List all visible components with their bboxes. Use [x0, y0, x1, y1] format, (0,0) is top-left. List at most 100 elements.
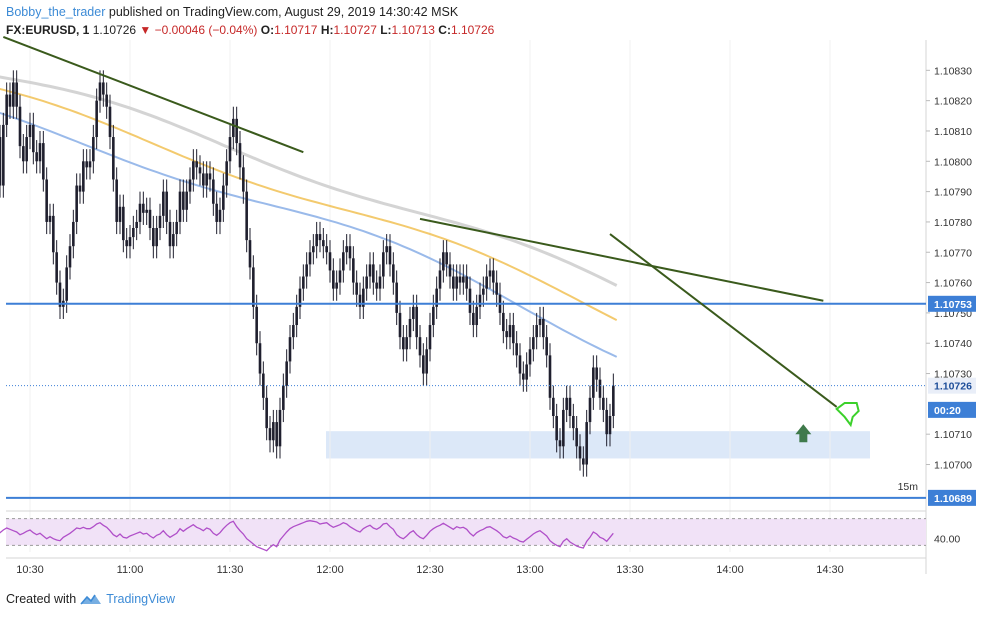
candle-body	[492, 270, 495, 283]
y-tick-label: 1.10730	[934, 369, 972, 381]
y-tick-label: 1.10790	[934, 187, 972, 199]
candle-body	[302, 276, 305, 289]
tradingview-link[interactable]: TradingView	[106, 592, 175, 606]
symbol-legend: FX:EURUSD, 1 1.10726 ▼ −0.00046 (−0.04%)…	[6, 22, 494, 38]
candle-body	[182, 191, 185, 210]
candle-body	[548, 355, 552, 398]
price-tag-label: 1.10689	[934, 493, 972, 505]
candle-body	[245, 191, 248, 241]
up-arrow-icon	[795, 424, 812, 443]
candle-body	[12, 82, 15, 107]
candle-body	[132, 228, 135, 238]
candle-body	[115, 179, 118, 222]
candle-body	[222, 185, 225, 210]
candle-body	[372, 264, 375, 283]
candle-body	[552, 397, 555, 416]
candle-body	[362, 288, 365, 307]
candle-body	[22, 146, 25, 162]
candle-body	[42, 143, 45, 180]
candle-body	[58, 282, 62, 307]
candle-body	[38, 143, 42, 162]
candle-body	[45, 179, 48, 222]
candle-body	[235, 118, 238, 144]
candle-body	[408, 318, 412, 338]
price-tag	[928, 295, 976, 312]
high-value: 1.10727	[333, 23, 377, 37]
created-with-text: Created with	[6, 592, 77, 606]
candle-body	[382, 252, 385, 277]
x-tick-label: 10:30	[16, 564, 44, 576]
candle-body	[485, 276, 488, 289]
candle-body	[562, 409, 565, 447]
y-tick-label: 1.10820	[934, 96, 972, 108]
publish-info: published on TradingView.com, August 29,…	[105, 5, 459, 19]
candle-body	[52, 215, 55, 253]
y-tick-label: 1.10810	[934, 126, 972, 138]
candle-body	[342, 252, 345, 271]
candle-body	[308, 252, 312, 265]
candle-body	[68, 246, 72, 268]
symbol-name[interactable]: FX:EURUSD, 1	[6, 23, 90, 37]
trendline	[2, 36, 304, 154]
candle-body	[2, 124, 5, 186]
candle-body	[535, 325, 538, 338]
candle-body	[265, 397, 268, 429]
candle-body	[5, 94, 8, 125]
candle-body	[72, 221, 75, 247]
candle-body	[435, 288, 438, 307]
candle-body	[128, 237, 132, 247]
candle-body	[315, 234, 318, 247]
candle-body	[322, 240, 325, 247]
candle-body	[332, 270, 335, 289]
y-tick-label: 1.10740	[934, 338, 972, 350]
candle-body	[125, 240, 128, 247]
candle-body	[275, 422, 278, 447]
y-tick-label: 1.10760	[934, 278, 972, 290]
candle-body	[352, 258, 355, 283]
price-tag	[928, 489, 976, 506]
candle-body	[262, 373, 265, 398]
candle-body	[348, 246, 352, 259]
price-tag-label: 00:20	[934, 405, 961, 417]
candle-body	[398, 312, 402, 338]
candle-body	[288, 337, 292, 362]
candle-body	[168, 221, 172, 247]
rsi-tick-label: 40.00	[934, 534, 960, 546]
candle-body	[545, 337, 548, 356]
candle-body	[598, 379, 602, 398]
candle-body	[188, 179, 192, 192]
candle-body	[252, 267, 255, 307]
price-tag	[928, 377, 976, 394]
candle-body	[395, 282, 398, 313]
candle-body	[145, 209, 148, 213]
x-tick-label: 11:30	[217, 564, 244, 576]
candle-body	[268, 428, 272, 441]
x-tick-label: 13:30	[616, 564, 644, 576]
low-value: 1.10713	[391, 23, 435, 37]
candle-body	[542, 318, 545, 338]
candle-body	[88, 161, 92, 168]
close-value: 1.10726	[450, 23, 495, 37]
candle-body	[595, 367, 598, 380]
candle-body	[472, 312, 475, 326]
open-value: 1.10717	[274, 23, 318, 37]
candle-body	[578, 446, 582, 459]
candle-body	[412, 306, 415, 319]
author-link[interactable]: Bobby_the_trader	[6, 5, 106, 19]
candle-body	[282, 385, 285, 410]
candle-body	[148, 209, 152, 228]
candle-body	[425, 349, 428, 374]
candle-body	[155, 228, 158, 247]
candle-body	[455, 276, 458, 289]
candle-body	[35, 152, 38, 162]
candle-body	[602, 397, 605, 410]
candle-body	[228, 137, 232, 162]
candle-body	[242, 167, 245, 192]
candle-body	[8, 94, 12, 107]
candle-body	[318, 234, 322, 241]
candle-body	[198, 167, 202, 174]
candle-body	[232, 118, 235, 138]
candle-body	[152, 228, 155, 247]
candle-body	[358, 294, 362, 307]
